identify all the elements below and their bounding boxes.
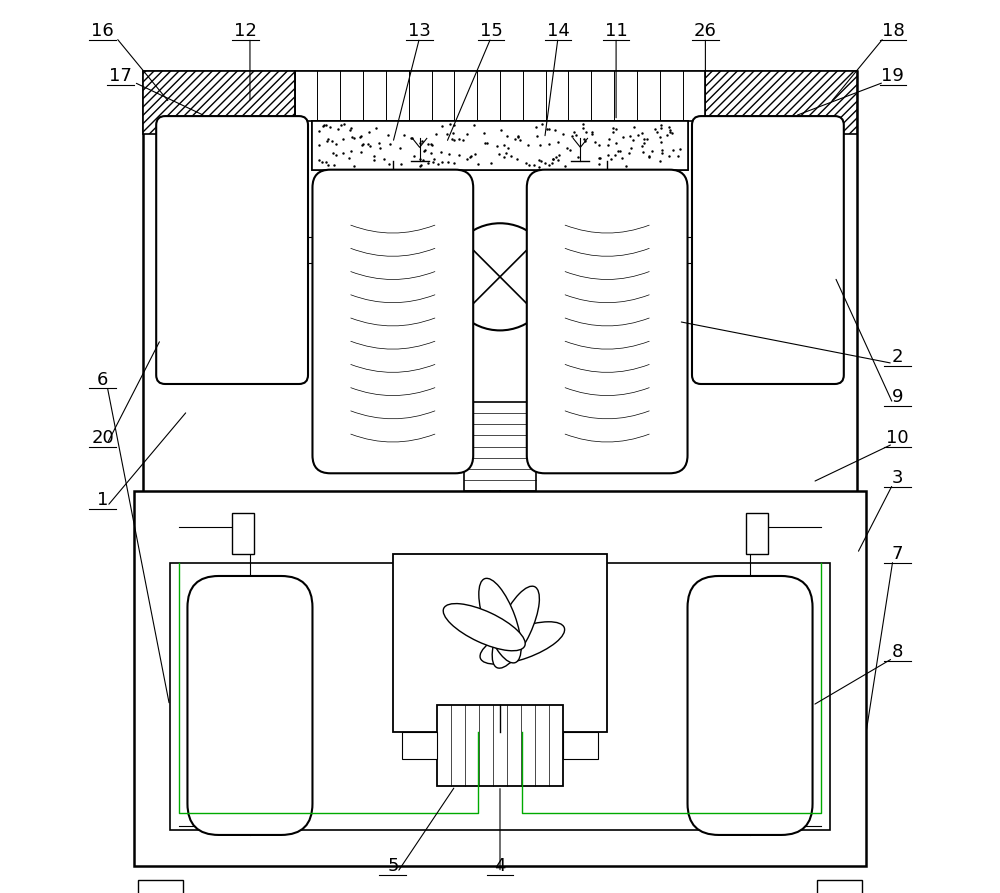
Text: 7: 7 bbox=[892, 545, 903, 563]
Text: 6: 6 bbox=[97, 371, 108, 388]
FancyBboxPatch shape bbox=[692, 116, 844, 384]
FancyBboxPatch shape bbox=[527, 170, 688, 473]
Bar bbox=[143, 71, 857, 500]
Text: 2: 2 bbox=[892, 348, 903, 366]
Ellipse shape bbox=[492, 586, 539, 668]
Bar bbox=[143, 71, 295, 134]
Bar bbox=[138, 880, 183, 893]
Text: 19: 19 bbox=[881, 67, 904, 85]
Text: 10: 10 bbox=[886, 429, 909, 446]
Text: 11: 11 bbox=[605, 22, 627, 40]
Text: 1: 1 bbox=[97, 491, 108, 509]
Text: 3: 3 bbox=[892, 469, 903, 487]
Text: 14: 14 bbox=[547, 22, 569, 40]
Text: 26: 26 bbox=[694, 22, 717, 40]
Bar bbox=[134, 491, 866, 866]
Bar bbox=[563, 732, 598, 759]
Ellipse shape bbox=[443, 604, 525, 651]
Bar bbox=[402, 732, 437, 759]
FancyBboxPatch shape bbox=[156, 116, 308, 384]
Ellipse shape bbox=[479, 579, 521, 663]
Bar bbox=[299, 237, 321, 263]
Text: 13: 13 bbox=[408, 22, 431, 40]
Circle shape bbox=[446, 223, 554, 330]
FancyBboxPatch shape bbox=[187, 576, 312, 835]
Bar bbox=[705, 71, 857, 134]
Text: 20: 20 bbox=[91, 429, 114, 446]
Text: 12: 12 bbox=[234, 22, 257, 40]
Bar bbox=[437, 705, 563, 786]
Bar bbox=[723, 214, 813, 339]
Bar bbox=[170, 563, 830, 830]
Bar bbox=[393, 554, 607, 732]
Text: 15: 15 bbox=[480, 22, 503, 40]
Text: 9: 9 bbox=[892, 388, 903, 406]
Bar bbox=[679, 237, 701, 263]
Bar bbox=[312, 121, 688, 170]
FancyBboxPatch shape bbox=[312, 170, 473, 473]
Text: 5: 5 bbox=[387, 857, 399, 875]
Bar bbox=[232, 513, 254, 554]
Bar bbox=[295, 71, 705, 121]
Bar bbox=[464, 402, 536, 491]
Text: 17: 17 bbox=[109, 67, 132, 85]
FancyBboxPatch shape bbox=[688, 576, 813, 835]
Bar bbox=[478, 522, 522, 536]
Ellipse shape bbox=[480, 622, 565, 664]
Bar bbox=[817, 880, 862, 893]
Text: 8: 8 bbox=[892, 643, 903, 661]
Text: 16: 16 bbox=[91, 22, 114, 40]
Bar bbox=[312, 121, 688, 170]
Bar bbox=[746, 513, 768, 554]
Text: 4: 4 bbox=[494, 857, 506, 875]
Text: 18: 18 bbox=[882, 22, 904, 40]
Bar bbox=[187, 214, 277, 339]
